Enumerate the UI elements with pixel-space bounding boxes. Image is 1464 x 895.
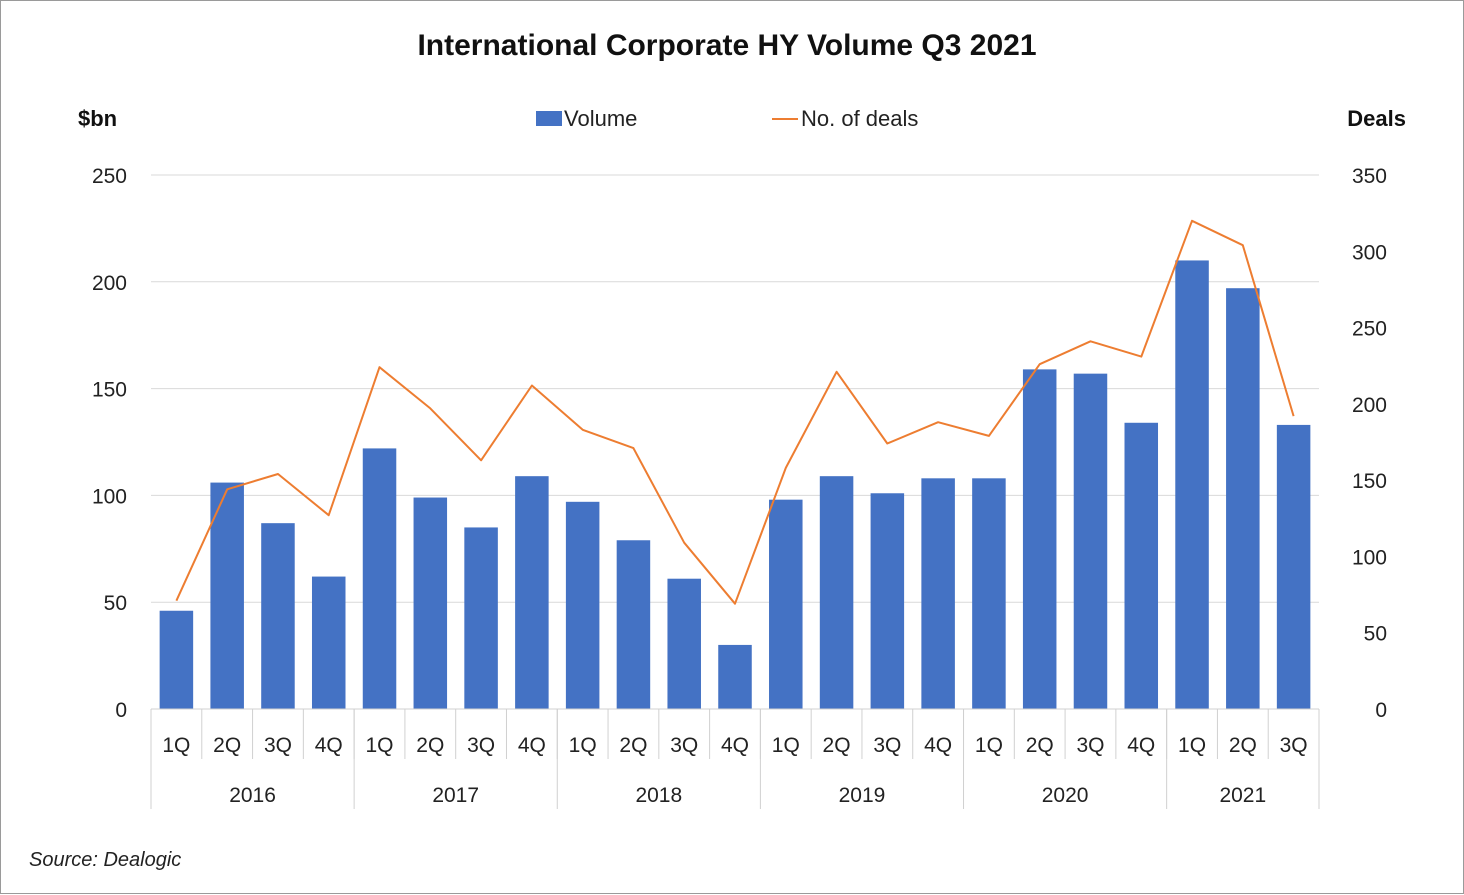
- category-label: 4Q: [721, 734, 749, 757]
- category-label: 2Q: [1229, 734, 1257, 757]
- volume-bar: [819, 476, 854, 709]
- category-label: 1Q: [975, 734, 1003, 757]
- category-label: 3Q: [1280, 734, 1308, 757]
- volume-bar: [1226, 288, 1260, 709]
- right-tick-label: 50: [1364, 623, 1387, 646]
- right-tick-label: 250: [1352, 318, 1387, 341]
- category-label: 4Q: [315, 734, 343, 757]
- category-label: 4Q: [924, 734, 952, 757]
- right-tick-label: 100: [1352, 546, 1387, 569]
- category-label: 2Q: [619, 734, 647, 757]
- right-tick-label: 150: [1352, 470, 1387, 493]
- category-axis: 1Q 2Q 3Q 4Q 1Q 2Q 3Q 4Q 1Q 2Q 3Q 4Q 1Q 2Q 3Q 4Q 1Q 2Q 3Q 4Q…: [150, 708, 1320, 809]
- year-label: 2018: [635, 784, 682, 807]
- volume-bar: [616, 540, 651, 709]
- volume-bar: [718, 644, 752, 709]
- chart-title: International Corporate HY Volume Q3 202…: [417, 29, 1036, 62]
- year-label: 2019: [839, 784, 886, 807]
- category-label: 1Q: [569, 734, 597, 757]
- year-label: 2016: [229, 784, 276, 807]
- left-tick-label: 50: [104, 592, 127, 615]
- volume-bar: [159, 610, 194, 709]
- left-tick-label: 100: [92, 485, 127, 508]
- volume-bar: [464, 527, 498, 709]
- volume-bar: [769, 499, 803, 709]
- volume-bar: [870, 493, 905, 709]
- gridlines: [151, 174, 1319, 603]
- volume-bar: [972, 478, 1006, 709]
- left-axis-title: $bn: [78, 106, 117, 131]
- left-axis-ticks: 0 50 100 150 200 250: [92, 165, 127, 722]
- volume-bar: [311, 576, 346, 709]
- category-label: 4Q: [518, 734, 546, 757]
- volume-bar: [1175, 260, 1209, 709]
- right-axis-title: Deals: [1347, 106, 1406, 131]
- year-label: 2017: [432, 784, 479, 807]
- volume-bars: [159, 260, 1311, 709]
- left-tick-label: 150: [92, 379, 127, 402]
- deals-line-path: [175, 219, 1295, 605]
- category-label: 3Q: [264, 734, 292, 757]
- legend: Volume No. of deals: [536, 106, 918, 131]
- source-note: Source: Dealogic: [29, 849, 181, 871]
- category-label: 3Q: [1076, 734, 1104, 757]
- legend-deals-label: No. of deals: [801, 106, 918, 131]
- year-label: 2020: [1042, 784, 1089, 807]
- volume-bar: [667, 578, 701, 709]
- volume-bar: [1276, 424, 1311, 709]
- right-tick-label: 350: [1352, 165, 1387, 188]
- year-label: 2021: [1219, 784, 1266, 807]
- volume-bar: [362, 448, 397, 709]
- volume-bar: [1022, 369, 1057, 709]
- volume-bar: [1073, 373, 1108, 709]
- category-label: 1Q: [162, 734, 190, 757]
- category-label: 3Q: [467, 734, 495, 757]
- category-label: 1Q: [772, 734, 800, 757]
- legend-volume-swatch: [536, 111, 562, 126]
- category-label: 2Q: [213, 734, 241, 757]
- volume-bar: [413, 497, 448, 709]
- category-label: 1Q: [1178, 734, 1206, 757]
- volume-bar: [515, 476, 549, 709]
- category-label: 3Q: [670, 734, 698, 757]
- left-tick-label: 0: [115, 699, 127, 722]
- volume-bar: [261, 523, 295, 709]
- right-tick-label: 200: [1352, 394, 1387, 417]
- volume-bar: [1124, 422, 1159, 709]
- category-label: 3Q: [873, 734, 901, 757]
- category-label: 2Q: [416, 734, 444, 757]
- right-tick-label: 0: [1375, 699, 1387, 722]
- volume-bar: [210, 482, 244, 709]
- volume-bar: [565, 501, 600, 709]
- category-label: 2Q: [823, 734, 851, 757]
- legend-volume-label: Volume: [564, 106, 637, 131]
- deals-line: [175, 219, 1295, 605]
- volume-bar: [921, 478, 955, 709]
- category-label: 2Q: [1026, 734, 1054, 757]
- left-tick-label: 200: [92, 272, 127, 295]
- category-label: 1Q: [366, 734, 394, 757]
- category-label: 4Q: [1127, 734, 1155, 757]
- left-tick-label: 250: [92, 165, 127, 188]
- right-axis-ticks: 0 50 100 150 200 250 300 350: [1352, 165, 1387, 722]
- right-tick-label: 300: [1352, 241, 1387, 264]
